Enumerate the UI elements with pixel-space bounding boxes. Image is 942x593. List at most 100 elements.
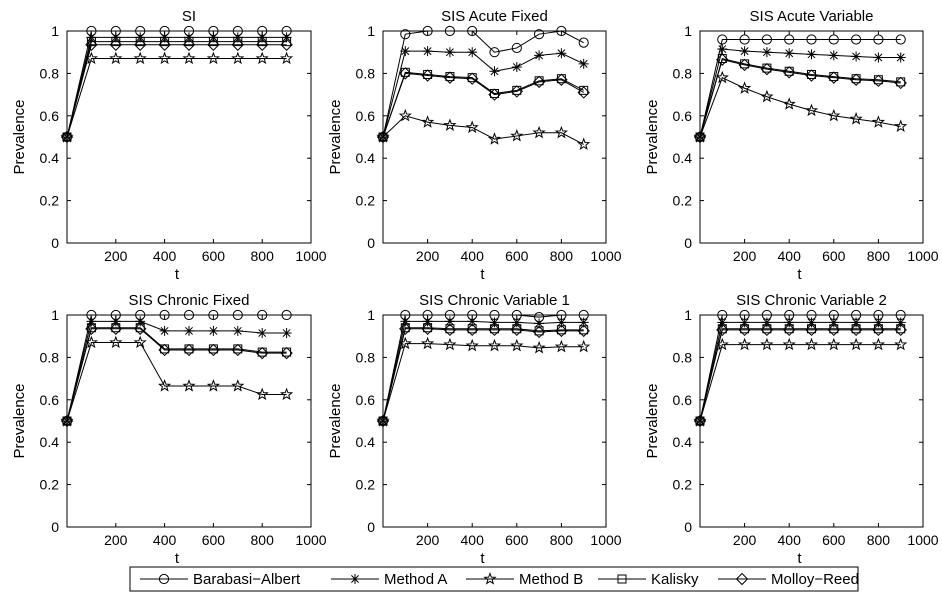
x-tick-label: 800: [550, 248, 574, 264]
square-icon: [617, 574, 627, 584]
data-point: [828, 50, 839, 61]
data-point: [851, 51, 862, 62]
x-tick-label: 600: [822, 532, 846, 548]
y-tick-label: 0.2: [673, 193, 693, 209]
series-method-a: [378, 46, 589, 142]
legend-label: Barabasi−Albert: [193, 571, 301, 588]
data-point: [761, 47, 772, 58]
circle-icon: [158, 573, 170, 585]
series-molloy-reed: [376, 67, 590, 144]
x-tick-label: 400: [153, 532, 177, 548]
data-point: [231, 51, 245, 65]
legend-entry-method-a: Method A: [331, 571, 447, 588]
data-point: [871, 337, 885, 351]
data-point: [761, 34, 773, 45]
y-tick-label: 0.6: [356, 392, 376, 408]
star-icon: [483, 572, 497, 585]
series-method-b: [376, 108, 591, 151]
data-point: [738, 337, 752, 351]
data-point: [873, 52, 884, 63]
data-point: [182, 379, 196, 392]
series-line: [699, 59, 901, 138]
x-tick-label: 400: [153, 248, 177, 264]
panel-title: SIS Chronic Variable 2: [736, 292, 887, 309]
data-point: [399, 322, 412, 335]
data-point: [693, 414, 707, 428]
y-axis-label: Prevalence: [11, 99, 28, 174]
x-tick-label: 200: [104, 532, 128, 548]
data-point: [467, 316, 478, 327]
panel-title: SIS Acute Fixed: [441, 8, 548, 25]
series-barabasi-albert: [61, 309, 292, 427]
data-point: [487, 338, 502, 352]
data-point: [207, 343, 220, 357]
data-point: [231, 379, 245, 392]
y-axis-label: Prevalence: [644, 383, 661, 458]
data-point: [158, 38, 171, 51]
data-point: [182, 38, 196, 51]
series-line: [382, 50, 584, 138]
data-point: [183, 309, 195, 321]
data-point: [556, 25, 567, 37]
x-axis-label: t: [797, 550, 802, 567]
data-point: [467, 25, 478, 37]
data-point: [717, 44, 728, 55]
series-line: [699, 328, 901, 422]
data-point: [760, 323, 774, 337]
data-point: [281, 328, 292, 339]
data-point: [208, 309, 219, 321]
data-point: [489, 66, 500, 77]
data-point: [577, 137, 591, 151]
data-point: [873, 34, 884, 45]
x-tick-label: 1000: [590, 248, 621, 264]
y-tick-label: 1: [51, 23, 59, 39]
data-point: [577, 324, 590, 338]
data-point: [280, 51, 294, 65]
series-line: [66, 314, 287, 422]
data-point: [133, 51, 147, 65]
data-point: [894, 76, 907, 90]
data-point: [184, 37, 194, 47]
data-point: [465, 120, 479, 134]
x-tick-label: 400: [461, 248, 485, 264]
data-point: [828, 34, 839, 45]
data-point: [443, 337, 457, 351]
data-point: [716, 53, 729, 66]
legend-entry-kalisky: Kalisky: [598, 571, 699, 588]
x-axis-label: t: [480, 550, 485, 567]
data-point: [806, 34, 817, 45]
data-point: [488, 323, 501, 337]
data-point: [443, 71, 457, 84]
y-tick-label: 0.8: [673, 65, 693, 81]
x-tick-label: 400: [778, 248, 802, 264]
series-line: [382, 343, 584, 422]
data-point: [532, 75, 546, 89]
series-molloy-reed: [693, 53, 907, 144]
legend-entry-method-b: Method B: [466, 571, 583, 588]
data-point: [233, 37, 243, 47]
series-molloy-reed: [693, 323, 907, 428]
plot-area: [66, 30, 312, 244]
data-point: [534, 29, 545, 40]
series-line: [66, 44, 287, 138]
panel-si: SI 0 0.2 0.4 0.6 0.8 1 200 400 600 800 1000 t Prevale…: [11, 8, 327, 283]
data-point: [444, 25, 455, 37]
y-tick-label: 0.4: [673, 150, 693, 166]
data-point: [738, 81, 752, 94]
data-point: [738, 323, 751, 337]
data-point: [257, 309, 268, 321]
data-point: [849, 337, 863, 351]
data-point: [804, 337, 819, 351]
data-point: [804, 103, 819, 117]
data-point: [784, 48, 795, 59]
data-point: [206, 379, 220, 392]
data-point: [511, 42, 522, 54]
data-point: [206, 51, 220, 65]
panel-sis-chronic-fixed: SIS Chronic Fixed 0 0.2 0.4 0.6 0.8 1 200 400 600…: [11, 292, 327, 567]
data-point: [378, 132, 388, 142]
series-line: [699, 314, 901, 422]
x-tick-label: 400: [778, 532, 802, 548]
x-tick-label: 1000: [907, 532, 938, 548]
data-point: [695, 132, 705, 142]
panel-sis-chronic-variable-2: SIS Chronic Variable 2 0 0.2 0.4 0.6 0.8 1 200 4…: [644, 292, 939, 567]
